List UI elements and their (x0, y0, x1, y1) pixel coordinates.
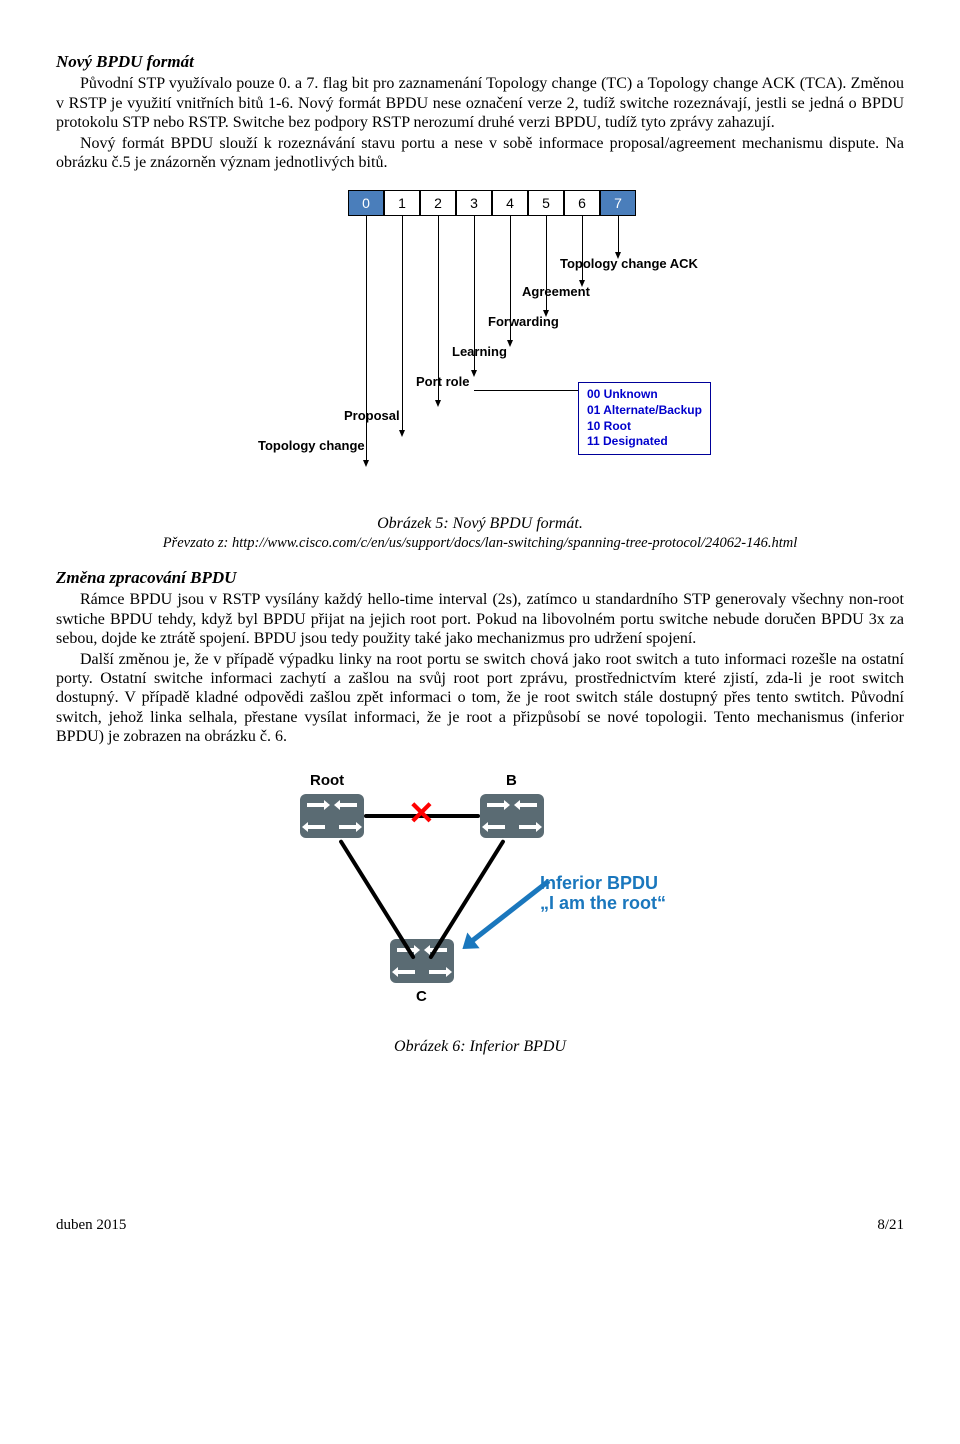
role-row: 11 Designated (587, 434, 702, 450)
bit-cell: 3 (456, 190, 492, 216)
figure-inferior-bpdu: Root B C ✕ Inferior BPDU „I am the root“ (56, 764, 904, 1029)
node-label-b: B (506, 772, 517, 790)
bit-cell: 5 (528, 190, 564, 216)
label-tca: Topology change ACK (560, 256, 698, 272)
label-proposal: Proposal (344, 408, 400, 424)
paragraph-1b: Nový formát BPDU slouží k rozeznávání st… (56, 134, 904, 172)
label-forwarding: Forwarding (488, 314, 559, 330)
port-role-table: 00 Unknown 01 Alternate/Backup 10 Root 1… (578, 382, 711, 454)
bit-cell: 7 (600, 190, 636, 216)
label-learning: Learning (452, 344, 507, 360)
label-tc: Topology change (258, 438, 365, 454)
switch-icon (480, 794, 544, 838)
bit-cell: 2 (420, 190, 456, 216)
paragraph-3: Další změnou je, že v případě výpadku li… (56, 650, 904, 746)
switch-icon (390, 939, 454, 983)
label-port-role: Port role (416, 374, 469, 390)
bit-cell: 6 (564, 190, 600, 216)
figure2-caption: Obrázek 6: Inferior BPDU (56, 1037, 904, 1056)
footer-page: 8/21 (877, 1216, 904, 1234)
role-row: 10 Root (587, 419, 702, 435)
switch-icon (300, 794, 364, 838)
bit-cell: 0 (348, 190, 384, 216)
page-footer: duben 2015 8/21 (56, 1216, 904, 1234)
bit-cell: 1 (384, 190, 420, 216)
heading-bpdu-processing: Změna zpracování BPDU (56, 568, 904, 588)
inferior-bpdu-text: Inferior BPDU „I am the root“ (540, 874, 666, 914)
heading-new-bpdu: Nový BPDU formát (56, 52, 904, 72)
role-row: 01 Alternate/Backup (587, 403, 702, 419)
role-row: 00 Unknown (587, 387, 702, 403)
label-agreement: Agreement (522, 284, 590, 300)
footer-date: duben 2015 (56, 1216, 126, 1234)
figure1-source: Převzato z: http://www.cisco.com/c/en/us… (56, 535, 904, 552)
figure-bpdu-format: 0 1 2 3 4 5 6 7 Topology change ACK Agre… (56, 190, 904, 505)
paragraph-1: Původní STP využívalo pouze 0. a 7. flag… (56, 74, 904, 132)
node-label-root: Root (310, 772, 344, 790)
inferior-bpdu-arrow (468, 879, 550, 945)
figure1-caption: Obrázek 5: Nový BPDU formát. (56, 514, 904, 533)
node-label-c: C (416, 988, 427, 1006)
paragraph-2: Rámce BPDU jsou v RSTP vysílány každý he… (56, 590, 904, 648)
link-fail-icon: ✕ (408, 794, 435, 832)
bit-row: 0 1 2 3 4 5 6 7 (348, 190, 636, 216)
bit-cell: 4 (492, 190, 528, 216)
